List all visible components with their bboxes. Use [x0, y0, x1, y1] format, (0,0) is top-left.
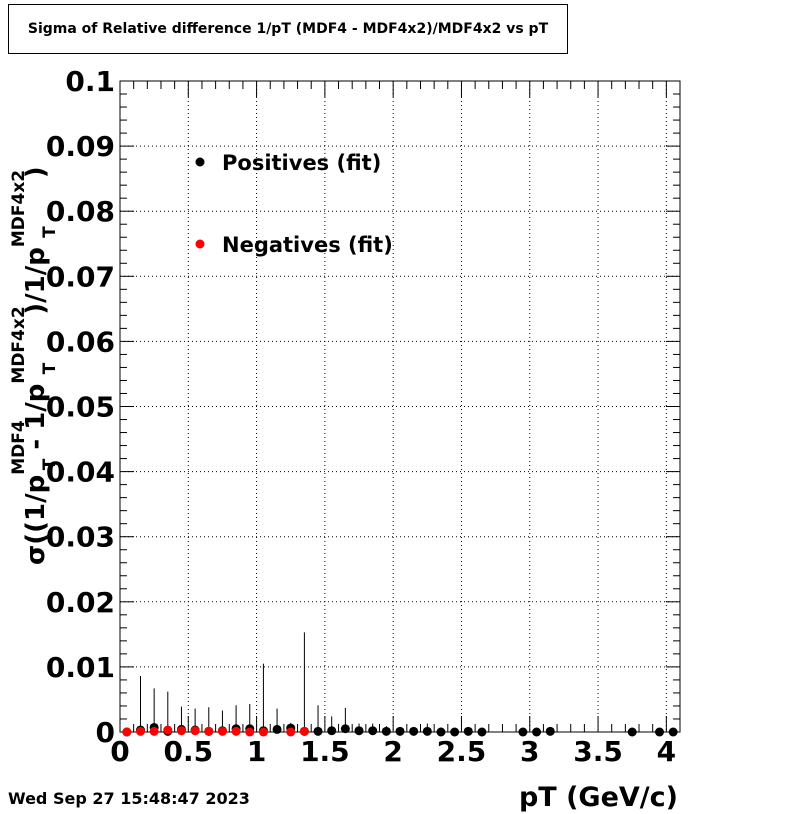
data-point	[163, 725, 173, 735]
x-tick-label: 1	[247, 735, 266, 768]
x-tick-labels: 0 0.5 1 1.5 2 2.5 3 3.5 4	[110, 735, 676, 768]
y-tick-labels: 0 0.01 0.02 0.03 0.04 0.05 0.06 0.07 0.08 0.09 0.1	[46, 65, 115, 749]
data-point	[122, 727, 132, 737]
data-point	[327, 726, 337, 736]
x-tick-label: 2	[383, 735, 402, 768]
data-point	[340, 724, 350, 734]
y-tick-label: 0.09	[46, 130, 115, 163]
y-tick-label: 0	[96, 716, 115, 749]
data-point	[258, 727, 268, 737]
data-point	[286, 727, 296, 737]
y-tick-label: 0.1	[65, 65, 115, 98]
timestamp: Wed Sep 27 15:48:47 2023	[8, 789, 250, 808]
x-tick-label: 4	[657, 735, 676, 768]
data-point	[627, 727, 637, 737]
y-axis-label: σ((1/pMDF4 T - 1/pMDF4x2 T)/1/pMDF4x2 T)	[9, 166, 60, 565]
x-tick-label: 3.5	[573, 735, 623, 768]
x-tick-label: 0.5	[163, 735, 213, 768]
x-tick-label: 2.5	[437, 735, 487, 768]
data-point	[436, 727, 446, 737]
data-point	[368, 726, 378, 736]
y-tick-label: 0.04	[46, 456, 115, 489]
data-point	[477, 727, 487, 737]
y-tick-label: 0.02	[46, 586, 115, 619]
data-point	[668, 727, 678, 737]
data-point	[450, 727, 460, 737]
x-tick-label: 0	[110, 735, 129, 768]
series-1	[122, 725, 309, 737]
grid	[119, 80, 680, 733]
legend-marker-negatives	[195, 239, 205, 249]
series-0	[122, 632, 678, 737]
data-point	[463, 726, 473, 736]
x-tick-label: 3	[520, 735, 539, 768]
data-point	[217, 726, 227, 736]
x-axis-label: pT (GeV/c)	[519, 782, 678, 813]
chart-title: Sigma of Relative difference 1/pT (MDF4 …	[8, 4, 568, 54]
data-point	[190, 726, 200, 736]
legend-marker-positives	[195, 157, 205, 167]
data-series	[122, 632, 678, 737]
data-point	[545, 726, 555, 736]
data-point	[231, 726, 241, 736]
data-point	[176, 726, 186, 736]
legend-label-positives: Positives (fit)	[222, 151, 381, 175]
data-point	[354, 726, 364, 736]
data-point	[149, 726, 159, 736]
data-point	[409, 726, 419, 736]
y-tick-label: 0.07	[46, 260, 115, 293]
data-point	[518, 727, 528, 737]
y-tick-label: 0.01	[46, 651, 115, 684]
data-point	[422, 726, 432, 736]
data-point	[655, 727, 665, 737]
y-tick-label: 0.05	[46, 391, 115, 424]
y-tick-label: 0.08	[46, 195, 115, 228]
y-tick-label: 0.06	[46, 325, 115, 358]
x-tick-label: 1.5	[300, 735, 350, 768]
data-point	[395, 726, 405, 736]
y-tick-label: 0.03	[46, 521, 115, 554]
data-point	[532, 727, 542, 737]
data-point	[381, 726, 391, 736]
data-point	[245, 727, 255, 737]
legend-label-negatives: Negatives (fit)	[222, 233, 393, 257]
data-point	[313, 726, 323, 736]
data-point	[135, 726, 145, 736]
axis-ticks	[119, 80, 681, 733]
data-point	[299, 726, 309, 736]
data-point	[272, 724, 282, 734]
data-point	[204, 726, 214, 736]
legend: Positives (fit) Negatives (fit)	[195, 151, 393, 257]
